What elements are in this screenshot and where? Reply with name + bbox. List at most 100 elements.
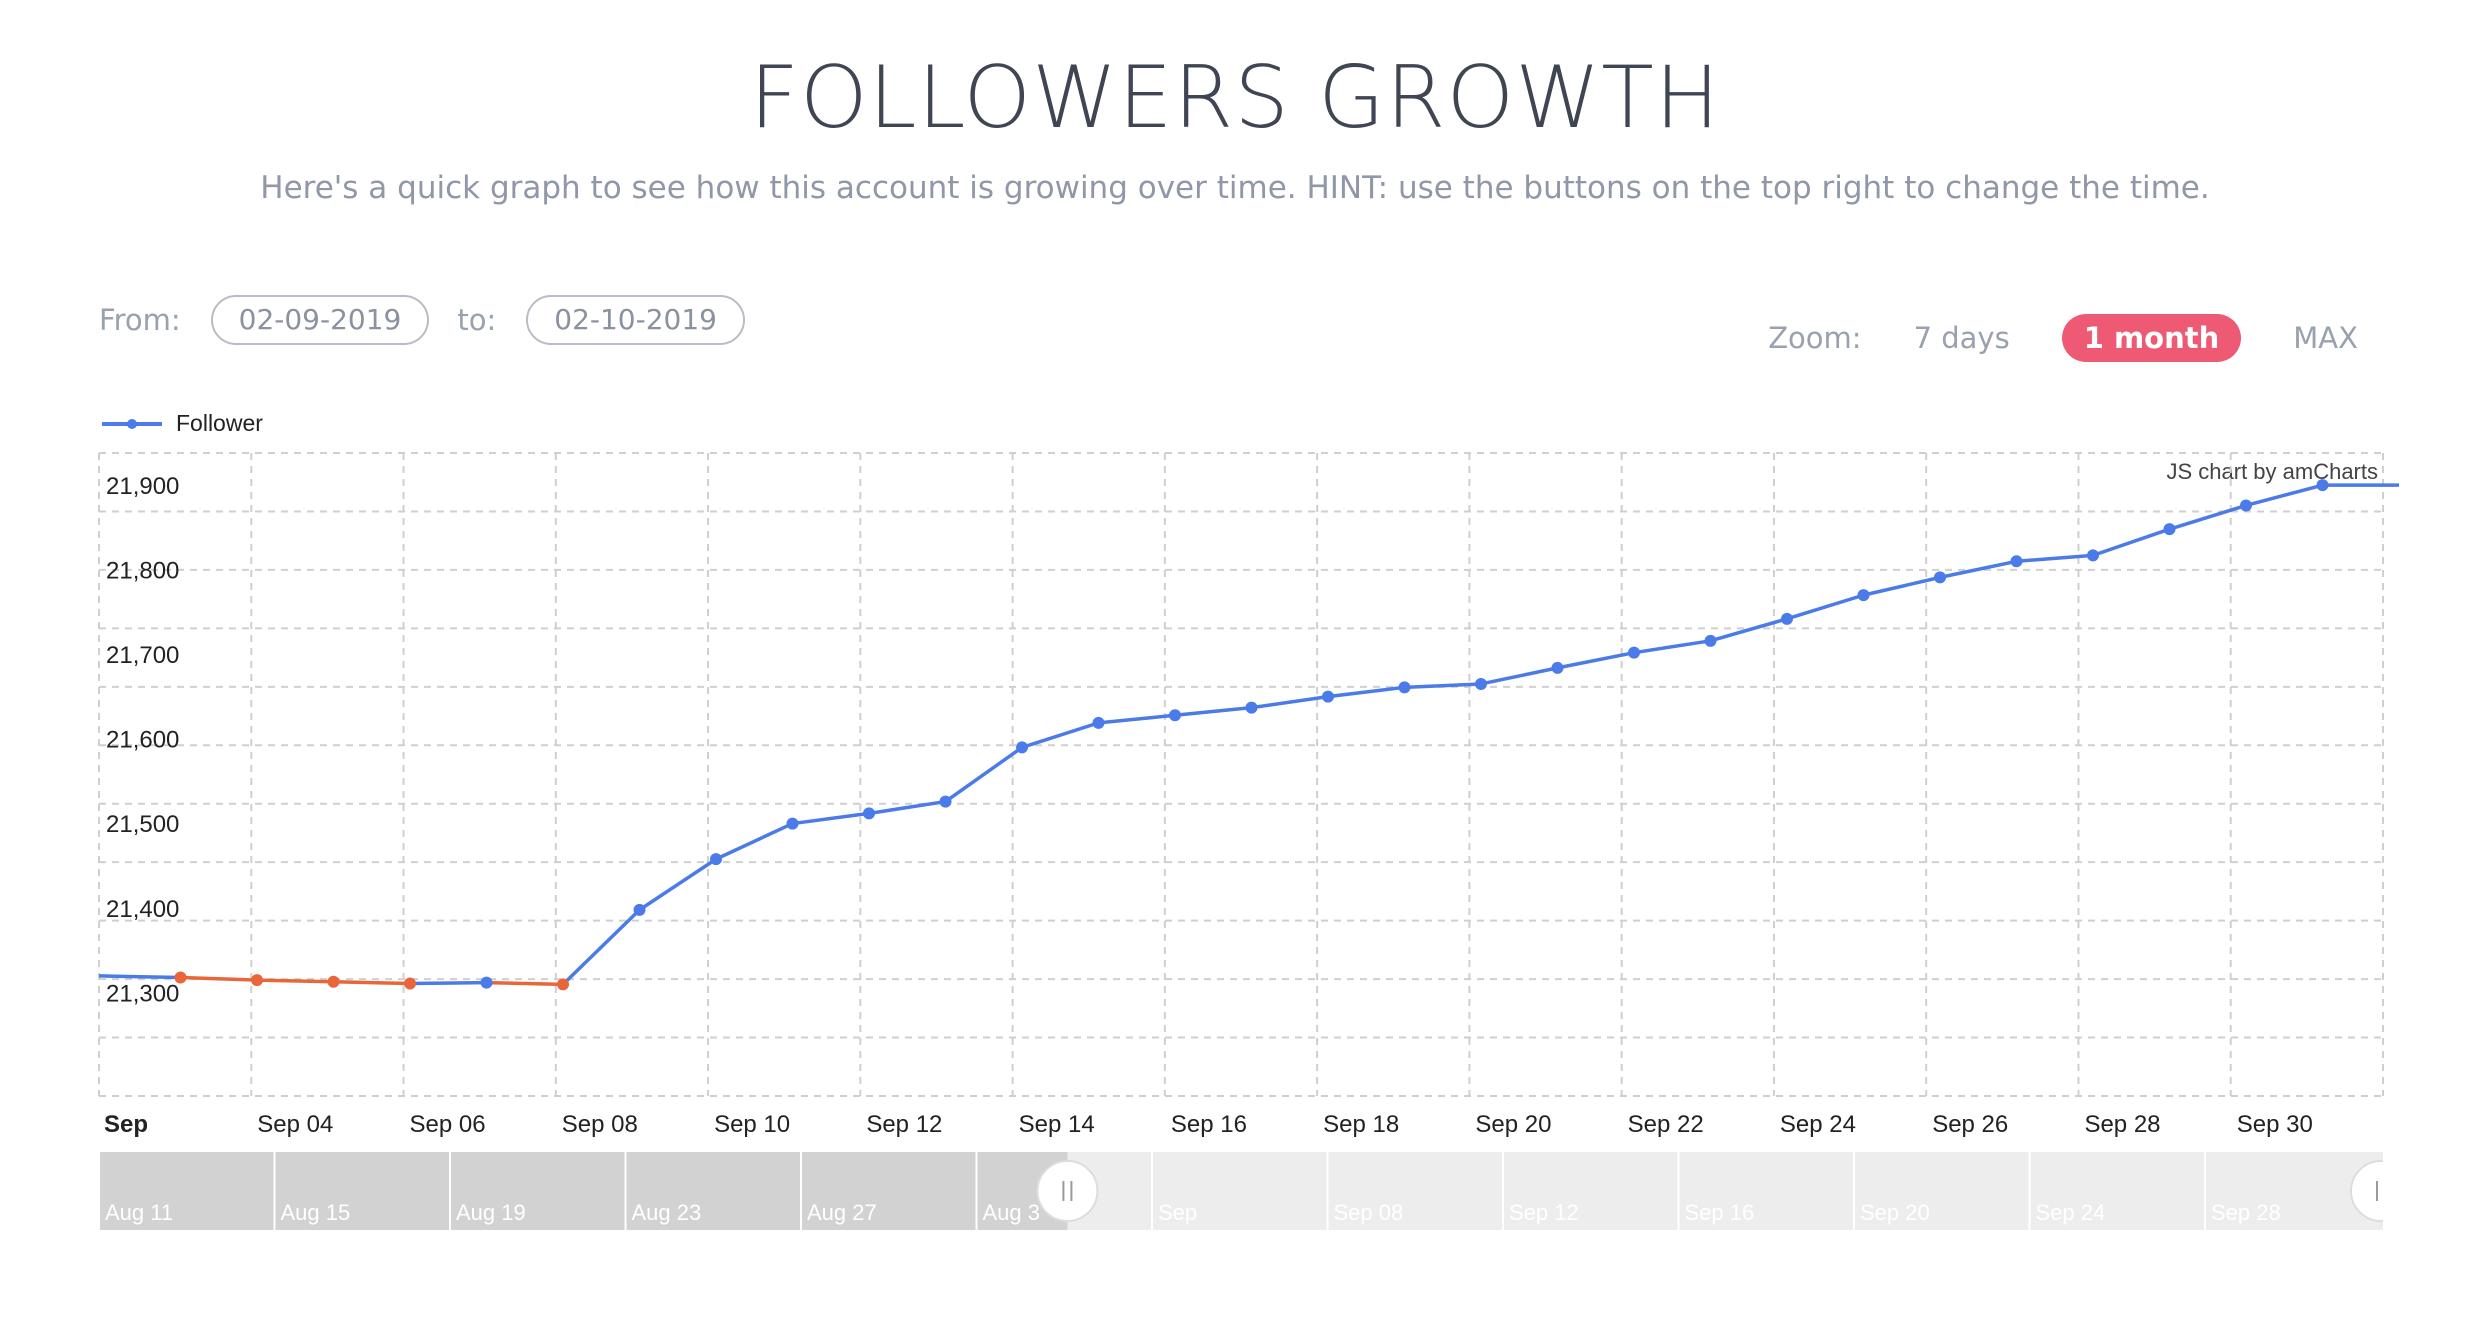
data-point (1628, 646, 1640, 659)
data-point (786, 817, 799, 830)
scrollbar-unselected (99, 1152, 1068, 1230)
x-tick-label: Sep 06 (410, 1111, 486, 1138)
line-segment (1021, 721, 1100, 750)
data-point (251, 974, 263, 987)
x-tick-label: Sep 20 (1475, 1111, 1551, 1138)
data-point (1169, 709, 1181, 722)
line-segment (486, 980, 564, 987)
data-point (1551, 661, 1564, 674)
line-segment (180, 975, 258, 982)
data-point (480, 976, 493, 989)
zoom-max-button[interactable]: MAX (2293, 321, 2358, 355)
line-segment (2092, 527, 2171, 558)
chart-scrollbar[interactable]: Aug 11 Aug 15 Aug 19 Aug 23 Aug 27 Aug 3 Sep Se… (99, 1152, 2383, 1230)
x-tick-label: Sep (104, 1111, 148, 1138)
line-segment (2016, 553, 2094, 564)
x-tick-label: Sep 08 (562, 1111, 638, 1138)
line-segment (98, 974, 181, 980)
line-segment (1404, 682, 1482, 690)
line-segment (944, 745, 1024, 804)
scrollbar-label: Aug 19 (456, 1200, 526, 1225)
data-point (1934, 571, 1946, 584)
x-tick-label: Sep 30 (2237, 1111, 2313, 1138)
scrollbar-grip[interactable] (2350, 1160, 2383, 1222)
scrollbar-label: Aug 11 (105, 1200, 173, 1225)
zoom-7-days-button[interactable]: 7 days (1913, 321, 2010, 355)
data-point (1781, 612, 1793, 625)
zoom-1-month-button[interactable]: 1 month (2061, 314, 2242, 362)
data-point (2240, 499, 2252, 512)
scrollbar-label: Sep 20 (1860, 1200, 1930, 1225)
line-segment (2245, 483, 2323, 508)
chart-legend[interactable]: Follower (100, 410, 263, 437)
line-segment (1480, 666, 1558, 686)
chart-credit[interactable]: JS chart by amCharts (2166, 459, 2378, 484)
data-point (2010, 555, 2023, 568)
line-segment (638, 857, 717, 912)
x-tick-label: Sep 22 (1628, 1111, 1704, 1138)
y-tick-label: 21,400 (106, 896, 179, 923)
line-segment (1174, 705, 1252, 718)
x-tick-label: Sep 10 (714, 1111, 790, 1138)
data-point (710, 853, 722, 866)
x-tick-label: Sep 18 (1323, 1111, 1399, 1138)
data-point (939, 795, 952, 808)
line-segment (561, 908, 641, 986)
scrollbar-label: Aug 23 (632, 1200, 702, 1225)
data-point (1857, 589, 1870, 602)
page-title: FOLLOWERS GROWTH (749, 48, 1721, 148)
line-segment (2168, 503, 2247, 531)
scrollbar-label: Aug 15 (281, 1200, 351, 1225)
y-tick-label: 21,300 (106, 980, 179, 1007)
x-tick-label: Sep 24 (1780, 1111, 1856, 1138)
data-point (1016, 741, 1028, 754)
scrollbar-grip[interactable] (1036, 1160, 1099, 1222)
data-point (557, 978, 569, 991)
line-segment (868, 799, 946, 816)
scrollbar-label: Sep (1158, 1200, 1197, 1225)
line-segment (715, 821, 794, 861)
scrollbar-label: Sep 16 (1685, 1200, 1755, 1225)
legend-series-name: Follower (176, 410, 263, 436)
data-point (863, 807, 875, 820)
data-point (1092, 716, 1105, 729)
x-tick-label: Sep 14 (1019, 1111, 1095, 1138)
date-range: From: 02-09-2019 to: 02-10-2019 (99, 295, 745, 345)
data-point (2316, 479, 2329, 492)
line-segment (792, 811, 870, 826)
line-segment (1327, 685, 1405, 699)
data-point (327, 975, 340, 988)
x-tick-label: Sep 26 (1932, 1111, 2008, 1138)
from-date-input[interactable]: 02-09-2019 (210, 295, 430, 345)
line-segment (1557, 650, 1635, 670)
data-point (174, 971, 187, 984)
scrollbar-label: Sep 12 (1509, 1200, 1579, 1225)
zoom-label: Zoom: (1768, 321, 1862, 355)
y-tick-label: 21,600 (106, 727, 179, 754)
scrollbar-label: Aug 27 (807, 1200, 877, 1225)
data-point (2163, 523, 2176, 536)
line-segment (1710, 617, 1788, 643)
data-point (404, 977, 416, 990)
zoom-controls: Zoom: 7 days 1 month MAX (1768, 313, 2380, 363)
from-label: From: (99, 303, 181, 337)
line-segment (1633, 639, 1711, 655)
x-tick-label: Sep 04 (257, 1111, 333, 1138)
line-segment (1939, 559, 2017, 580)
data-point (1475, 677, 1487, 690)
scrollbar-label: Sep 28 (2211, 1200, 2281, 1225)
x-axis: Sep Sep 04 Sep 06 Sep 08 Sep 10 Sep 12 Sep 14 S… (104, 1111, 2313, 1138)
x-tick-label: Sep 12 (866, 1111, 942, 1138)
line-segment (1251, 694, 1329, 710)
y-tick-label: 21,800 (106, 557, 179, 584)
series-follower-line (98, 483, 2399, 987)
scrollbar-label: Aug 3 (983, 1200, 1041, 1225)
series-follower-points (174, 479, 2329, 991)
line-segment (1863, 575, 1941, 597)
data-point (1245, 701, 1258, 714)
data-point (1398, 681, 1411, 694)
line-segment (1786, 593, 1865, 621)
to-date-input[interactable]: 02-10-2019 (526, 295, 745, 345)
y-tick-label: 21,900 (106, 473, 179, 500)
y-tick-label: 21,500 (106, 811, 179, 838)
